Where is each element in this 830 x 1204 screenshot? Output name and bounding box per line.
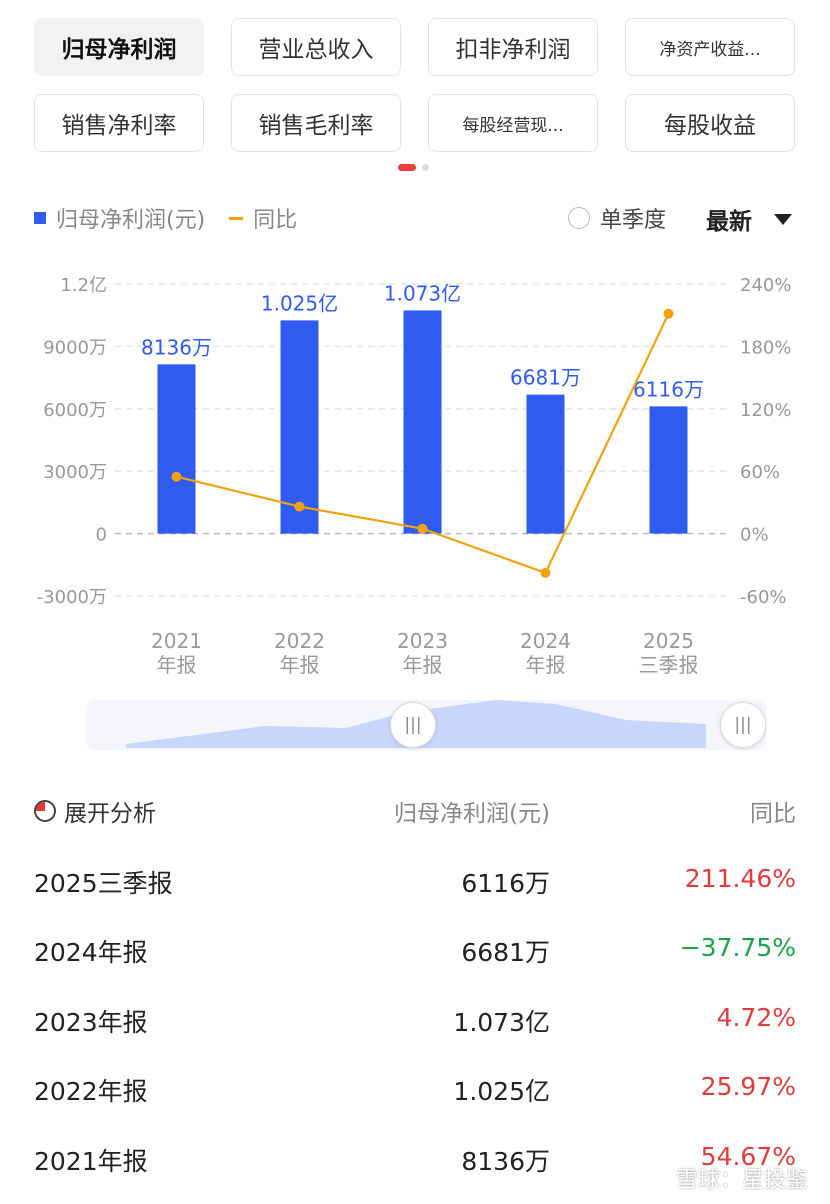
x-tick-label-year: 2023	[397, 629, 448, 653]
bar	[280, 320, 319, 534]
row-yoy: 211.46%	[684, 864, 796, 893]
single-quarter-label: 单季度	[600, 208, 667, 233]
pie-chart-icon	[34, 800, 56, 822]
row-yoy: −37.75%	[679, 933, 796, 962]
line-legend-swatch	[229, 216, 244, 220]
y-right-tick-label: 180%	[740, 337, 791, 358]
x-tick-label-type: 年报	[280, 653, 320, 677]
slider-handle-right[interactable]: |||	[720, 702, 766, 748]
x-tick-label-type: 年报	[403, 653, 443, 677]
slider-handle-left[interactable]: |||	[390, 702, 436, 748]
y-left-tick-label: 6000万	[43, 400, 107, 421]
row-period: 2023年报	[34, 1008, 148, 1037]
row-yoy: 4.72%	[716, 1003, 796, 1032]
bar-legend-swatch	[34, 212, 46, 224]
single-quarter-toggle[interactable]: 单季度	[568, 202, 666, 234]
y-left-tick-label: 9000万	[43, 337, 107, 358]
expand-analysis-label: 展开分析	[64, 801, 156, 827]
chart-legend: 归母净利润(元) 同比	[34, 202, 297, 234]
table-row[interactable]: 2021年报 8136万 54.67%	[0, 1142, 830, 1182]
page-dot	[422, 164, 429, 171]
column-header-value: 归母净利润(元)	[394, 801, 550, 827]
yoy-point	[171, 471, 182, 482]
y-left-tick-label: 0	[96, 525, 107, 546]
chip-ocf-per-share[interactable]: 每股经营现...	[428, 94, 598, 152]
chip-revenue[interactable]: 营业总收入	[231, 18, 401, 76]
row-period: 2022年报	[34, 1077, 148, 1106]
table-row[interactable]: 2024年报 6681万 −37.75%	[0, 933, 830, 973]
row-value: 6116万	[461, 869, 550, 898]
column-header-yoy: 同比	[750, 801, 796, 827]
net-profit-chart: -3000万 0 3000万 6000万 9000万 1.2亿 -60% 0% 60% 120% 1…	[37, 275, 792, 677]
row-value: 8136万	[461, 1147, 550, 1176]
bar	[526, 394, 565, 534]
bar-legend-label: 归母净利润(元)	[56, 208, 206, 233]
row-period: 2021年报	[34, 1147, 148, 1176]
row-yoy: 54.67%	[700, 1142, 796, 1171]
page-indicator	[398, 164, 429, 171]
row-value: 6681万	[461, 938, 550, 967]
row-yoy: 25.97%	[700, 1072, 796, 1101]
row-period: 2024年报	[34, 938, 148, 967]
caret-down-icon	[774, 213, 792, 225]
yoy-point	[663, 308, 674, 319]
chip-roe[interactable]: 净资产收益...	[625, 18, 795, 76]
yoy-point	[417, 523, 428, 534]
chip-eps[interactable]: 每股收益	[625, 94, 795, 152]
x-tick-label-type: 年报	[157, 653, 197, 677]
x-tick-label-type: 三季报	[639, 653, 699, 677]
bar-data-label: 8136万	[141, 335, 212, 359]
watermark: 雪球：星投鉴	[675, 1168, 808, 1193]
y-right-tick-label: 0%	[740, 525, 769, 546]
line-legend-label: 同比	[253, 208, 298, 233]
y-right-tick-label: -60%	[740, 587, 787, 608]
x-tick-label-type: 年报	[526, 653, 566, 677]
chip-net-margin[interactable]: 销售净利率	[34, 94, 204, 152]
table-row[interactable]: 2022年报 1.025亿 25.97%	[0, 1072, 830, 1112]
y-left-tick-label: -3000万	[37, 587, 107, 608]
bar-data-label: 1.073亿	[384, 281, 461, 305]
table-row[interactable]: 2023年报 1.073亿 4.72%	[0, 1003, 830, 1043]
y-left-tick-label: 1.2亿	[60, 275, 107, 296]
row-value: 1.073亿	[453, 1008, 550, 1037]
chip-gross-margin[interactable]: 销售毛利率	[231, 94, 401, 152]
chip-deducted-profit[interactable]: 扣非净利润	[428, 18, 598, 76]
y-right-tick-label: 120%	[740, 400, 791, 421]
bar	[403, 310, 442, 534]
y-right-tick-label: 240%	[740, 275, 791, 296]
latest-dropdown[interactable]: 最新	[706, 202, 792, 236]
bar-data-label: 1.025亿	[261, 291, 338, 315]
x-tick-label-year: 2025	[643, 629, 694, 653]
bar-data-label: 6116万	[633, 377, 704, 401]
radio-icon[interactable]	[568, 207, 590, 229]
row-period: 2025三季报	[34, 869, 173, 898]
table-row[interactable]: 2025三季报 6116万 211.46%	[0, 864, 830, 904]
x-tick-label-year: 2024	[520, 629, 571, 653]
x-tick-label-year: 2021	[151, 629, 202, 653]
bar	[157, 364, 196, 534]
expand-analysis-button[interactable]: 展开分析	[34, 794, 156, 828]
chip-net-profit[interactable]: 归母净利润	[34, 18, 204, 76]
row-value: 1.025亿	[453, 1077, 550, 1106]
latest-label: 最新	[706, 209, 752, 235]
yoy-point	[294, 501, 305, 512]
x-tick-label-year: 2022	[274, 629, 325, 653]
y-right-tick-label: 60%	[740, 462, 780, 483]
bar	[649, 406, 688, 534]
bar-data-label: 6681万	[510, 366, 581, 390]
page-dot-active	[398, 164, 416, 171]
y-left-tick-label: 3000万	[43, 462, 107, 483]
yoy-point	[540, 567, 551, 578]
